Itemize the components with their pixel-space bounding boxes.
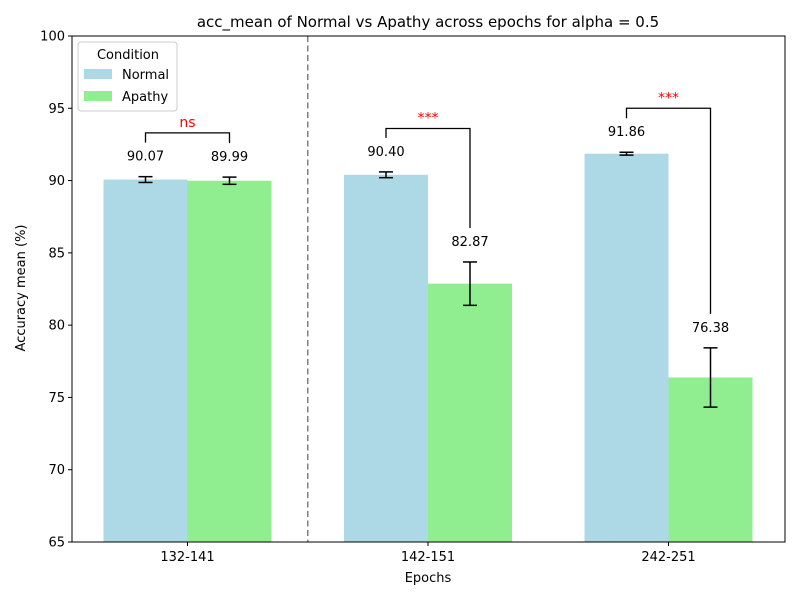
significance-bracket-242-251 — [625, 107, 712, 314]
bar-normal-142-151 — [344, 174, 428, 542]
value-label-normal-142-151: 90.40 — [367, 145, 404, 160]
y-tick-label-85: 85 — [48, 246, 65, 261]
legend-label-normal: Normal — [122, 68, 169, 83]
x-tick-label-142-151: 142-151 — [401, 550, 455, 565]
y-tick-label-70: 70 — [48, 463, 65, 478]
chart-title: acc_mean of Normal vs Apathy across epoc… — [197, 13, 659, 32]
value-label-normal-242-251: 91.86 — [608, 125, 645, 140]
significance-label-242-251: *** — [658, 90, 679, 106]
y-tick-label-100: 100 — [40, 30, 65, 45]
value-label-apathy-242-251: 76.38 — [692, 321, 729, 336]
significance-label-132-141: ns — [179, 115, 195, 131]
bar-normal-132-141 — [103, 179, 188, 542]
legend-title: Condition — [97, 48, 159, 63]
value-label-apathy-132-141: 89.99 — [211, 150, 248, 165]
bar-normal-242-251 — [584, 153, 669, 542]
plot-area: 90.07 89.99 90.40 82.87 91.86 76.38 ns *** *** 65… — [40, 30, 786, 565]
y-tick-label-65: 65 — [48, 536, 65, 551]
significance-bracket-132-141 — [144, 132, 231, 144]
y-tick-label-90: 90 — [48, 174, 65, 189]
y-tick-label-95: 95 — [48, 102, 65, 117]
y-tick-label-75: 75 — [48, 391, 65, 406]
x-tick-label-132-141: 132-141 — [160, 550, 214, 565]
value-label-normal-132-141: 90.07 — [127, 150, 164, 165]
y-axis-label: Accuracy mean (%) — [14, 225, 29, 352]
legend-swatch-normal — [84, 69, 112, 79]
significance-bracket-142-151 — [385, 127, 471, 228]
bar-apathy-142-151 — [428, 283, 512, 542]
significance-label-142-151: *** — [418, 111, 439, 127]
y-tick-label-80: 80 — [48, 319, 65, 334]
x-axis-label: Epochs — [405, 571, 452, 586]
x-tick-label-242-251: 242-251 — [641, 550, 695, 565]
bar-apathy-132-141 — [187, 180, 272, 542]
legend-swatch-apathy — [84, 91, 112, 101]
legend: Condition Normal Apathy — [77, 41, 178, 112]
legend-label-apathy: Apathy — [122, 90, 168, 105]
value-label-apathy-142-151: 82.87 — [451, 235, 488, 250]
